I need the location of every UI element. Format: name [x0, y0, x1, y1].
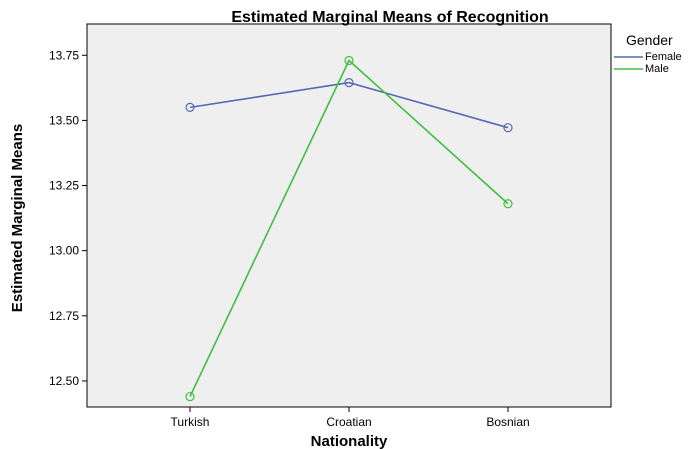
data-point-female [185, 102, 195, 112]
data-point-male [503, 199, 513, 209]
legend-title: Gender [626, 32, 673, 48]
series-line-female [189, 81, 509, 129]
series-line-male [189, 59, 509, 397]
series-lines [189, 59, 509, 397]
x-tick-label: Bosnian [486, 415, 529, 429]
data-point-female [344, 78, 354, 88]
x-axis-ticks: Turkish Croatian Bosnian [171, 407, 530, 429]
y-tick-label: 12.50 [49, 374, 79, 388]
legend-label-female: Female [645, 51, 682, 63]
series-points [185, 55, 513, 402]
plot-area [86, 23, 612, 408]
x-tick-label: Croatian [326, 415, 371, 429]
x-tick-label: Turkish [171, 415, 210, 429]
y-tick-label: 12.75 [49, 309, 79, 323]
data-point-female [503, 123, 513, 133]
legend-label-male: Male [645, 63, 669, 75]
y-tick-label: 13.50 [49, 113, 79, 127]
x-axis-title: Nationality [311, 433, 388, 449]
y-axis-title: Estimated Marginal Means [9, 124, 26, 312]
chart-title: Estimated Marginal Means of Recognition [231, 9, 548, 26]
y-tick-label: 13.75 [49, 48, 79, 62]
data-point-male [185, 391, 195, 402]
y-tick-label: 13.00 [49, 244, 79, 258]
y-tick-label: 13.25 [49, 179, 79, 193]
data-point-male [344, 55, 354, 66]
y-axis-ticks: 12.50 12.75 13.00 13.25 13.50 13.75 [49, 48, 87, 388]
